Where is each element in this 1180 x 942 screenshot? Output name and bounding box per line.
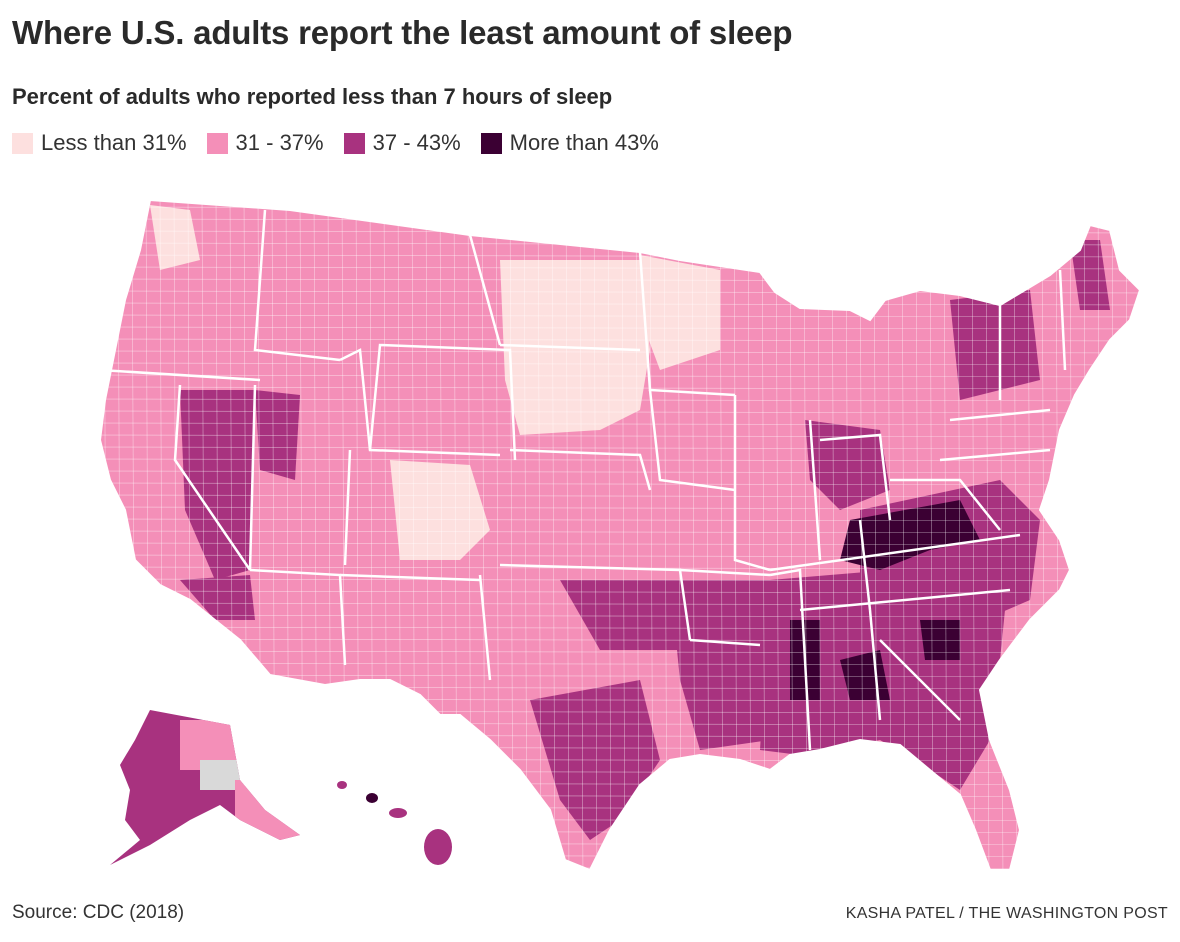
alaska [110,710,300,865]
region-oklahoma-high [560,580,680,650]
legend-item-very-high: More than 43% [480,130,659,156]
region-michigan-high [805,420,890,510]
region-arkansas-louisiana-high [670,580,770,750]
region-nevada-east-high [255,390,300,480]
map-svg [98,198,1142,872]
legend-swatch-mid [206,132,228,154]
region-maine-high [1070,240,1110,310]
legend-label-very-high: More than 43% [509,130,659,155]
credit-line: KASHA PATEL / THE WASHINGTON POST [845,905,1168,922]
chart-title: Where U.S. adults report the least amoun… [12,14,793,51]
region-colorado-low [390,460,490,560]
legend-label-high: 37 - 43% [372,130,461,155]
state-borders [99,209,1067,751]
region-kentucky-wv-very-high [840,500,980,570]
legend-swatch-low [12,132,33,154]
legend-label-low: Less than 31% [41,130,187,155]
legend-swatch-high [343,132,365,154]
us-county-map [0,180,1180,890]
legend-label-mid: 31 - 37% [235,130,324,155]
legend-swatch-very-high [480,132,502,154]
legend-item-low: Less than 31% [12,130,187,156]
legend-item-mid: 31 - 37% [206,130,324,156]
region-washington-low [150,205,200,270]
legend-item-high: 37 - 43% [343,130,461,156]
region-georgia-very-high [920,620,960,660]
legend: Less than 31% 31 - 37% 37 - 43% More tha… [12,130,679,156]
chart-subtitle: Percent of adults who reported less than… [12,84,613,109]
region-minnesota-low [640,255,720,370]
hawaii [337,781,452,865]
source-note: Source: CDC (2018) [12,902,185,923]
